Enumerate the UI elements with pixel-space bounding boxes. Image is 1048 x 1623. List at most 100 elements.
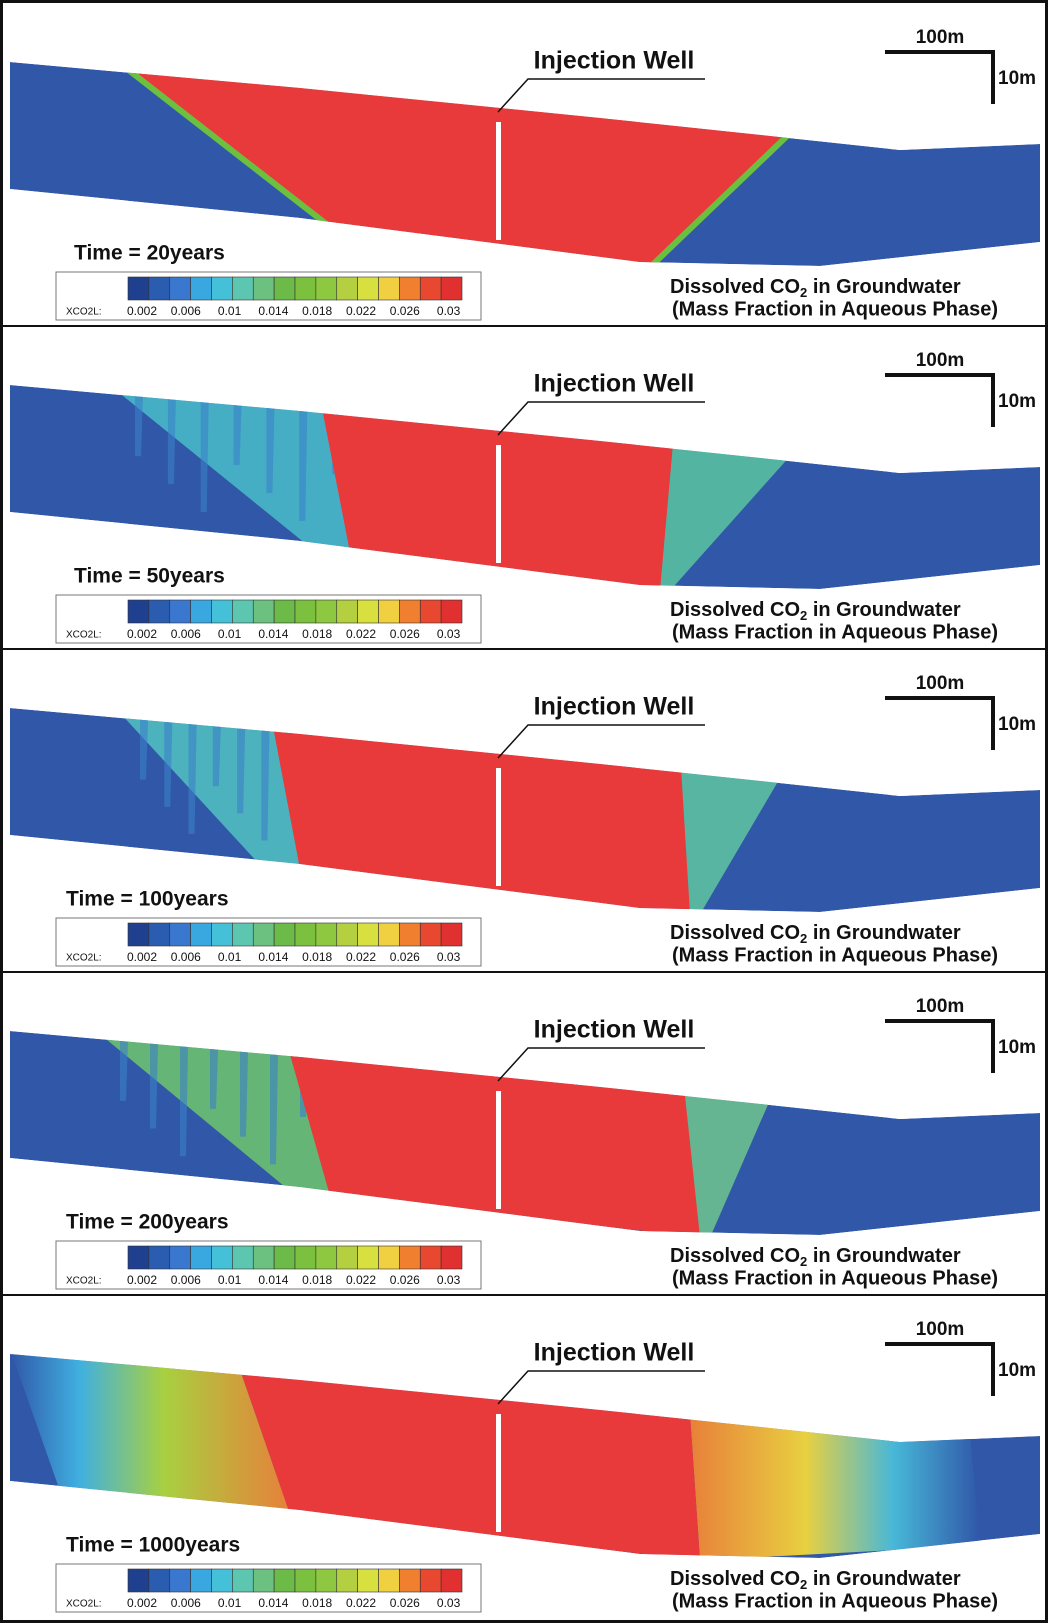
finger: [299, 410, 308, 521]
caption-part: in Groundwater: [807, 599, 961, 621]
colorbar-swatch: [232, 1568, 254, 1593]
colorbar-swatch: [273, 599, 296, 624]
colorbar-swatch: [211, 1245, 233, 1270]
scale-horizontal: 100m: [916, 1319, 965, 1340]
plume-core: [289, 1051, 700, 1235]
colorbar-tick: 0.018: [302, 1273, 332, 1287]
colorbar-swatch: [336, 1568, 358, 1593]
leader-line: [497, 1047, 705, 1082]
colorbar-swatch: [190, 1245, 212, 1270]
panel: Injection Well 100m 10m Time = 20years XCO2L…: [0, 27, 1048, 327]
colorbar-swatch: [273, 276, 296, 301]
colorbar-swatch: [127, 1245, 150, 1270]
plume-core: [240, 1369, 700, 1558]
colorbar-swatch: [357, 1568, 379, 1593]
plume-fringe: [670, 766, 780, 912]
aquifer: [10, 1031, 1040, 1235]
panel: Injection Well 100m 10m Time = 50years XCO2L…: [0, 350, 1048, 650]
finger: [140, 719, 148, 780]
colorbar-tick: 0.018: [302, 950, 332, 964]
colorbar-swatch: [336, 922, 358, 947]
colorbar-tick: 0.018: [302, 304, 332, 318]
colorbar-swatch: [252, 922, 275, 947]
colorbar-swatch: [315, 1568, 338, 1593]
colorbar-tick: 0.002: [127, 1596, 157, 1610]
finger: [135, 396, 143, 457]
caption-part: in Groundwater: [807, 1245, 961, 1267]
colorbar-swatch: [357, 922, 379, 947]
scale-bar: [885, 1342, 995, 1396]
colorbar-swatch: [399, 922, 421, 947]
caption-part: in Groundwater: [807, 276, 961, 298]
colorbar-tick: 0.022: [346, 304, 376, 318]
colorbar-swatch: [315, 599, 338, 624]
colorbar-tick: 0.006: [171, 627, 201, 641]
scale-vertical: 10m: [998, 391, 1036, 412]
scale-bar: [885, 1019, 995, 1073]
scale-horizontal: 100m: [916, 27, 965, 48]
plume-fringe: [10, 1354, 290, 1514]
caption-subscript: 2: [800, 1577, 807, 1592]
caption-line2: (Mass Fraction in Aqueous Phase): [672, 944, 998, 966]
injection-well: [496, 1091, 501, 1209]
well-label: Injection Well: [534, 1339, 695, 1367]
aquifer: [10, 1354, 1040, 1558]
finger: [167, 399, 176, 485]
colorbar-tick: 0.006: [171, 304, 201, 318]
colorbar-swatch: [190, 276, 212, 301]
scale-bar: [885, 696, 995, 750]
colorbar-swatch: [399, 1568, 421, 1593]
colorbar-tick: 0.03: [437, 304, 461, 318]
caption-line2: (Mass Fraction in Aqueous Phase): [672, 298, 998, 320]
colorbar-swatch: [440, 276, 463, 301]
colorbar-label: XCO2L:: [66, 307, 102, 318]
aquifer: [10, 708, 1040, 912]
colorbar-swatch: [127, 599, 150, 624]
colorbar-swatch: [419, 922, 442, 947]
colorbar-swatch: [252, 1568, 275, 1593]
time-label: Time = 100years: [66, 888, 229, 911]
colorbar-swatch: [148, 276, 171, 301]
finger: [164, 721, 173, 807]
colorbar-swatch: [169, 1245, 191, 1270]
finger: [150, 1043, 158, 1129]
caption-part: Dissolved CO: [670, 1568, 800, 1590]
colorbar-tick: 0.03: [437, 627, 461, 641]
colorbar-tick: 0.026: [390, 1596, 420, 1610]
colorbar-swatch: [336, 599, 358, 624]
colorbar-tick: 0.002: [127, 627, 157, 641]
caption-part: in Groundwater: [807, 922, 961, 944]
colorbar-swatch: [232, 1245, 254, 1270]
colorbar-label: XCO2L:: [66, 1599, 102, 1610]
colorbar-swatch: [211, 922, 233, 947]
colorbar-swatch: [252, 276, 275, 301]
colorbar-tick: 0.01: [218, 627, 242, 641]
aquifer: [10, 385, 1040, 589]
scale-vertical: 10m: [998, 1360, 1036, 1381]
colorbar-swatch: [211, 276, 233, 301]
scale-bar: [885, 373, 995, 427]
plume-fringe: [660, 442, 790, 589]
colorbar-swatch: [315, 276, 338, 301]
caption-part: Dissolved CO: [670, 276, 800, 298]
colorbar-swatch: [148, 1568, 171, 1593]
scale-vertical: 10m: [998, 714, 1036, 735]
injection-well: [496, 445, 501, 563]
colorbar-swatch: [190, 599, 212, 624]
colorbar-swatch: [336, 1245, 358, 1270]
well-label: Injection Well: [534, 693, 695, 721]
scale-vertical: 10m: [998, 1037, 1036, 1058]
colorbar-swatch: [399, 1245, 421, 1270]
caption-subscript: 2: [800, 608, 807, 623]
colorbar-swatch: [211, 599, 233, 624]
colorbar-tick: 0.03: [437, 950, 461, 964]
colorbar-swatch: [169, 1568, 191, 1593]
aquifer: [10, 62, 1040, 266]
colorbar-swatch: [294, 1568, 317, 1593]
colorbar-tick: 0.006: [171, 1596, 201, 1610]
caption-line2: (Mass Fraction in Aqueous Phase): [672, 1267, 998, 1289]
colorbar-swatch: [357, 599, 379, 624]
finger: [188, 724, 197, 835]
colorbar-swatch: [148, 599, 171, 624]
